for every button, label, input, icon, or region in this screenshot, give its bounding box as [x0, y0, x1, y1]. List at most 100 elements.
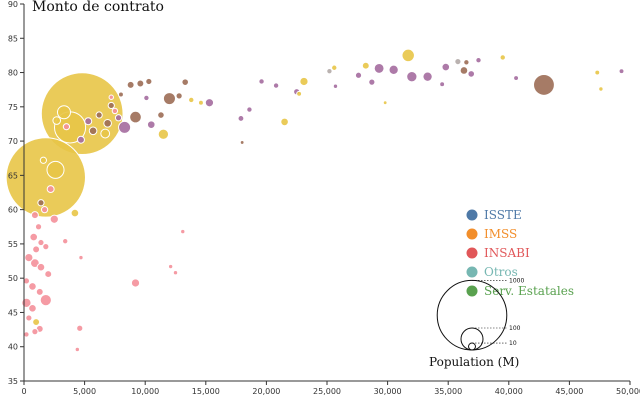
y-tick-label: 50 [8, 274, 18, 283]
bubble-point [36, 262, 46, 272]
bubble-point [157, 128, 170, 140]
bubble-point [162, 92, 176, 106]
bubble-point [62, 123, 71, 131]
legend-swatch [466, 285, 478, 297]
bubble-point [84, 117, 93, 126]
bubble-point [258, 78, 265, 85]
bubble-point [422, 71, 433, 82]
bubble-point [401, 48, 415, 63]
y-tick-label: 75 [8, 103, 18, 112]
y-tick-label: 55 [8, 240, 18, 249]
bubble-point [180, 228, 186, 235]
bubble-point [157, 111, 165, 119]
legend-label: INSABI [484, 246, 530, 260]
bubble-point [108, 94, 114, 100]
bubble-point [35, 287, 44, 296]
bubble-point [441, 62, 451, 72]
bubble-point [56, 105, 72, 120]
bubble-point [354, 71, 363, 79]
bubble-point [136, 79, 145, 88]
bubble-point [331, 64, 338, 71]
bubble-point [52, 116, 62, 125]
legend-label: IMSS [484, 227, 517, 241]
bubble-point [78, 254, 84, 261]
bubble-point [246, 106, 253, 113]
bubble-point [28, 304, 37, 313]
bubble-point [5, 137, 86, 218]
bubble-point [382, 100, 388, 106]
bubble-point [31, 328, 39, 336]
legend-label: ISSTE [484, 208, 522, 222]
bubble-point [475, 57, 482, 64]
bubble-point [76, 135, 85, 144]
bubble-point [37, 199, 45, 207]
size-legend-title: Population (M) [429, 355, 519, 369]
x-tick-label: 30,000 [374, 387, 402, 396]
bubble-point [197, 99, 204, 106]
bubble-point [499, 54, 506, 61]
y-tick-label: 85 [8, 34, 18, 43]
size-legend-circle [460, 327, 484, 351]
bubble-point [37, 238, 45, 247]
bubble-point [533, 73, 555, 96]
bubble-point [145, 77, 153, 86]
y-tick-label: 35 [8, 377, 18, 386]
bubble-point [332, 83, 339, 89]
y-tick-label: 80 [8, 69, 18, 78]
y-tick-label: 70 [8, 137, 18, 146]
size-legend-value: 10 [509, 340, 517, 347]
bubble-point [175, 92, 183, 100]
bubble-point [143, 94, 150, 102]
bubble-point [62, 237, 69, 245]
bubble-point [44, 270, 53, 279]
y-tick-label: 60 [8, 206, 18, 215]
size-legend: Population (M) 1000 100 10 [429, 277, 524, 369]
bubble-point [32, 245, 41, 254]
x-tick-label: 45,000 [555, 387, 583, 396]
x-ticks: 0 5,000 10,000 15,000 20,000 25,000 30,000 35,0… [21, 381, 640, 396]
x-tick-label: 10,000 [131, 387, 159, 396]
bubble-point [39, 294, 52, 307]
bubble-point [463, 59, 470, 66]
bubble-point [239, 140, 245, 145]
bubble-point [299, 76, 309, 87]
size-legend-value: 100 [509, 325, 521, 332]
bubble-point [172, 269, 179, 276]
bubble-point [439, 81, 446, 88]
bubble-point [188, 96, 195, 104]
bubble-point [49, 214, 59, 224]
legend-swatch [466, 247, 478, 259]
bubble-point [70, 208, 80, 218]
bubble-point [25, 314, 33, 322]
bubble-point [118, 120, 132, 134]
legend-swatch [466, 266, 478, 278]
x-tick-label: 50,000 [616, 387, 640, 396]
bubble-point [280, 117, 289, 127]
bubbles-layer [5, 48, 625, 353]
bubble-point [361, 61, 370, 70]
bubble-point [103, 118, 112, 128]
bubble-point [598, 86, 604, 92]
bubble-point [46, 160, 65, 179]
x-tick-label: 40,000 [495, 387, 523, 396]
axes-layer: 35 40 45 50 55 60 65 70 75 80 85 90 0 5,000 10,000 15,… [8, 0, 640, 396]
y-tick-label: 45 [8, 308, 18, 317]
y-tick-label: 40 [8, 343, 18, 352]
bubble-point [46, 185, 55, 194]
color-legend: ISSTE IMSS INSABI Otros Serv. Estatales [466, 208, 574, 298]
bubble-point [40, 206, 49, 214]
bubble-point [167, 263, 174, 270]
y-tick-label: 90 [8, 0, 18, 9]
bubble-point [111, 107, 119, 115]
legend-label: Serv. Estatales [484, 284, 574, 298]
bubble-point [118, 91, 124, 98]
bubble-point [454, 57, 462, 66]
y-axis-title: Monto de contrato [32, 0, 164, 15]
size-legend-value: 1000 [509, 277, 524, 284]
bubble-point [129, 110, 142, 124]
bubble-point [114, 114, 123, 122]
bubble-point [204, 98, 215, 108]
bubble-point [100, 128, 111, 139]
bubble-point [388, 64, 399, 75]
